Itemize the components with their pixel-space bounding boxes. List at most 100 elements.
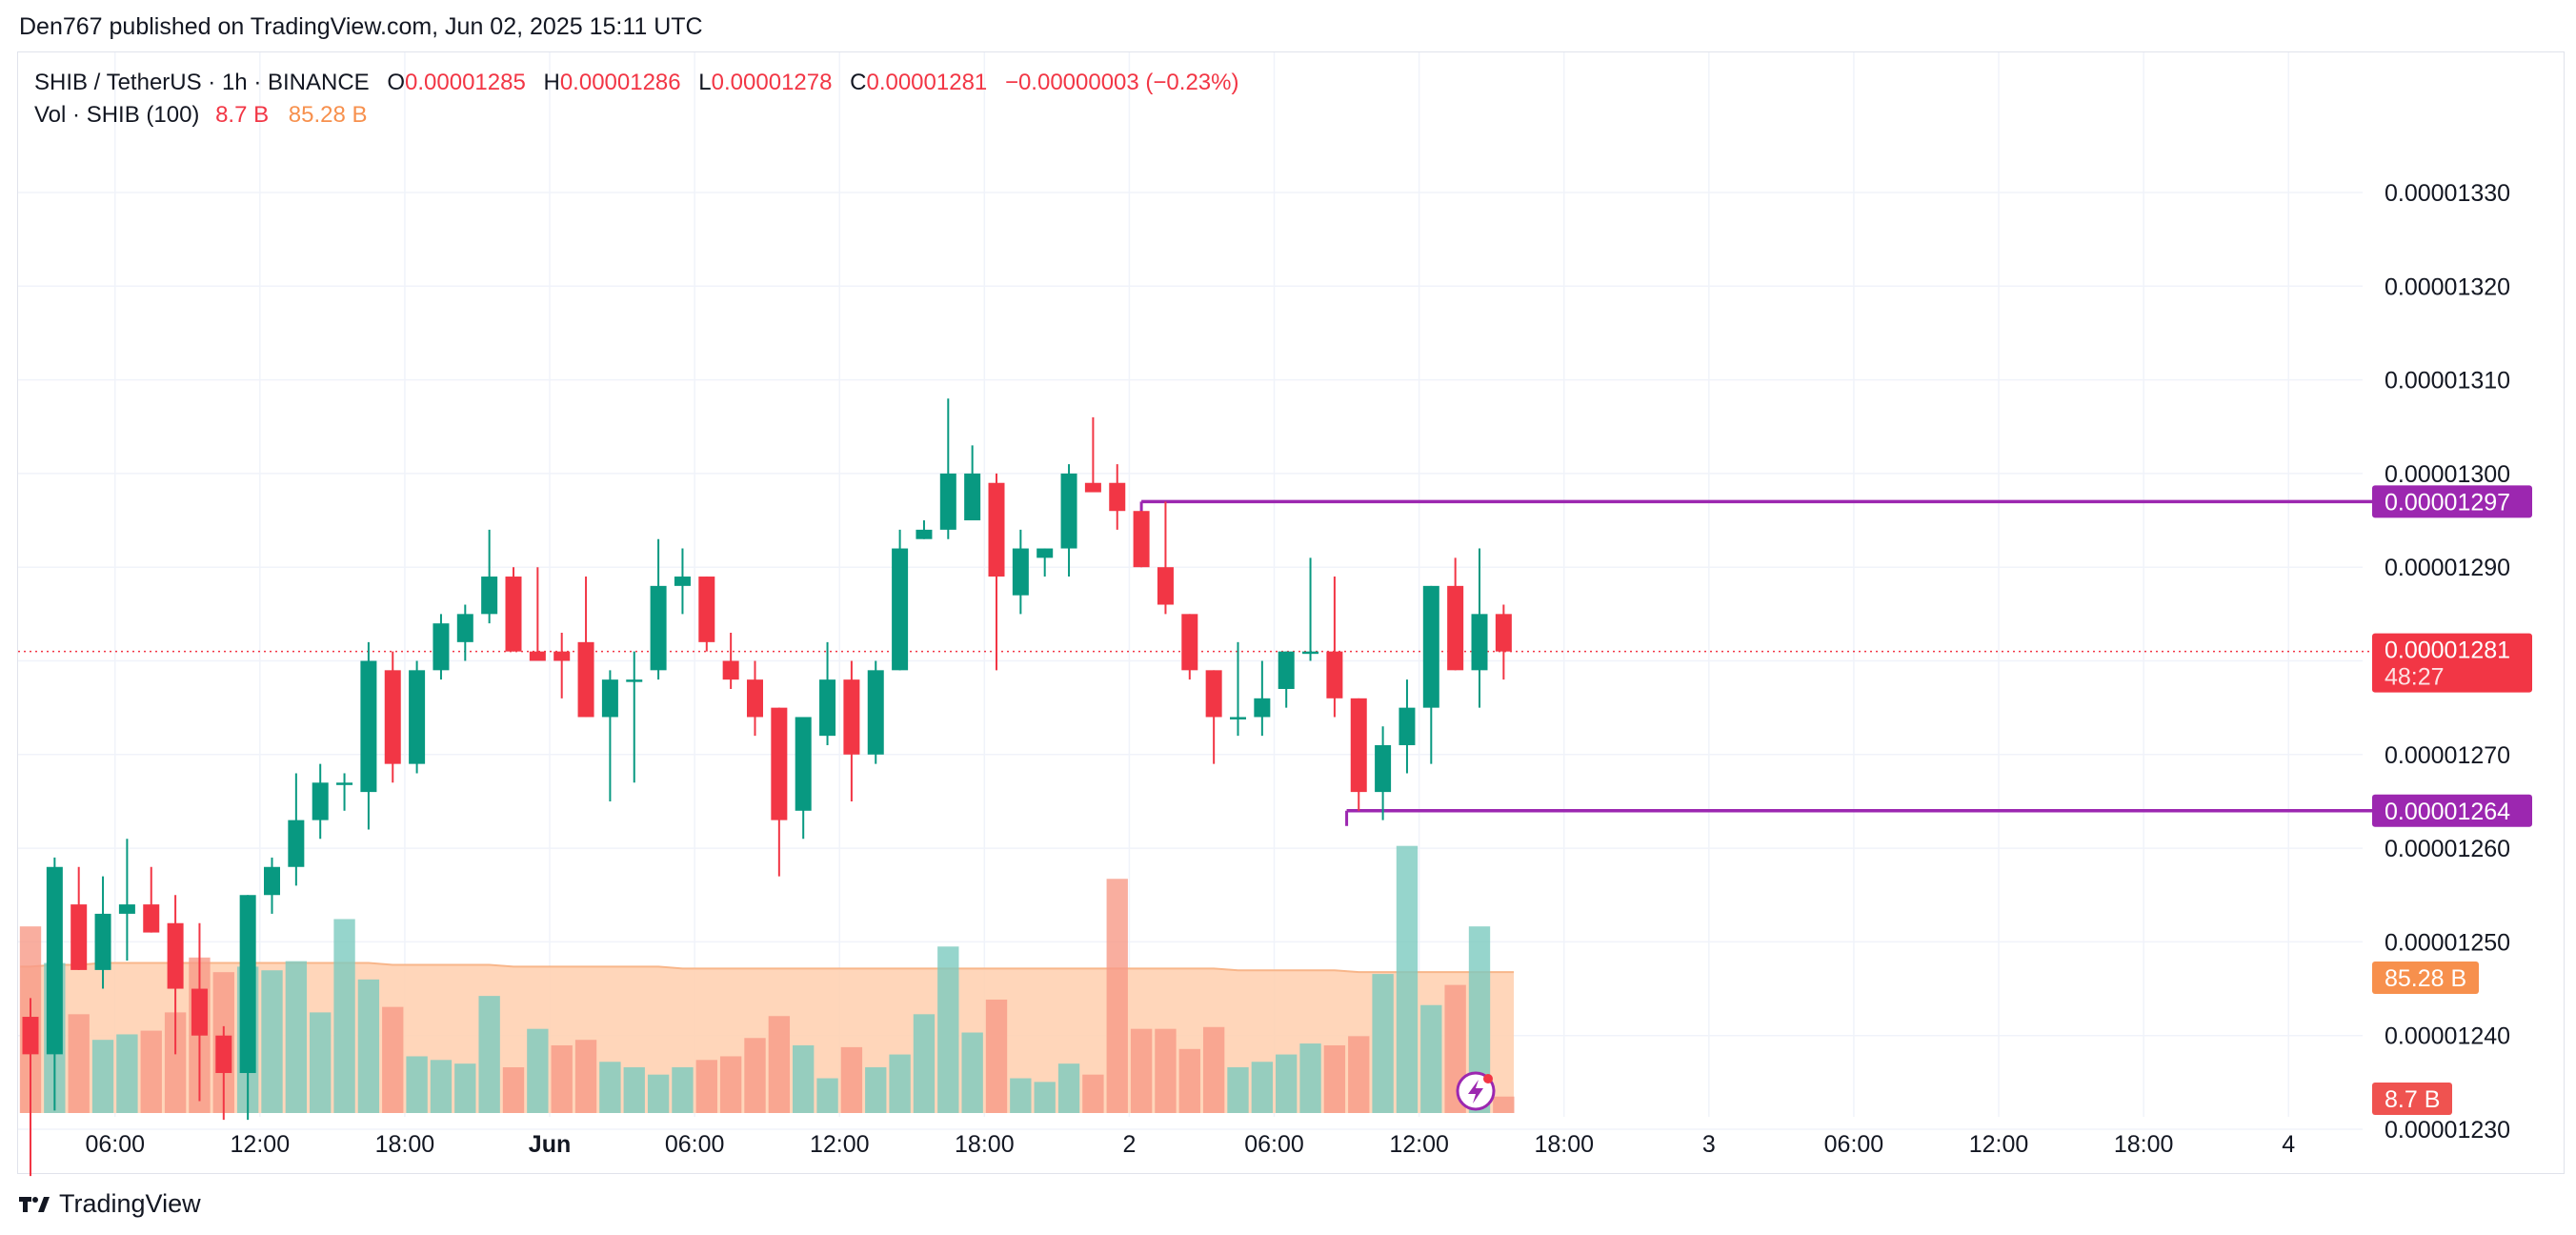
volume-bar <box>1372 974 1394 1113</box>
time-tick-label: 12:00 <box>1969 1131 2029 1158</box>
hline-price-label-bg <box>2372 485 2532 518</box>
candle-body <box>288 820 305 867</box>
time-tick-label: 12:00 <box>810 1131 870 1158</box>
time-tick-label: 18:00 <box>375 1131 435 1158</box>
candle-body <box>1012 548 1029 596</box>
candle-body <box>239 895 256 1074</box>
candle-body <box>46 866 63 1055</box>
volume-bars <box>19 845 1515 1113</box>
time-tick-label: 2 <box>1122 1131 1136 1158</box>
low-value: 0.00001278 <box>711 70 833 95</box>
volume-bar <box>574 1040 597 1113</box>
volume-bar <box>1251 1062 1274 1113</box>
volume-legend: Vol · SHIB (100) 8.7 B 85.28 B <box>34 99 1238 132</box>
candle-body <box>892 548 909 671</box>
candle-body <box>481 577 498 615</box>
volume-bar <box>744 1038 766 1113</box>
hline-price-label-text: 0.00001264 <box>2385 799 2510 825</box>
candles <box>22 398 1512 1177</box>
time-tick-label: 18:00 <box>2114 1131 2174 1158</box>
volume-bar <box>478 996 500 1113</box>
price-tick-label: 0.00001300 <box>2385 461 2510 488</box>
candle-body <box>843 679 860 755</box>
candle-body <box>456 614 473 642</box>
volume-bar <box>985 999 1008 1113</box>
volume-bar <box>430 1060 453 1113</box>
volume-bar <box>1034 1082 1056 1113</box>
volume-bar <box>1420 1004 1442 1113</box>
time-tick-label: 06:00 <box>1824 1131 1884 1158</box>
volume-ma-label-bg <box>2372 962 2479 994</box>
candle-body <box>1036 548 1054 558</box>
candle-body <box>1205 670 1222 718</box>
publisher-line: Den767 published on TradingView.com, Jun… <box>19 13 703 40</box>
candle-body <box>916 529 933 539</box>
hline-price-label-bg <box>2372 794 2532 827</box>
price-tick-label: 0.00001260 <box>2385 836 2510 862</box>
time-tick-label: 4 <box>2282 1131 2295 1158</box>
price-tick-label: 0.00001230 <box>2385 1117 2510 1144</box>
change-value: −0.00000003 (−0.23%) <box>1004 70 1239 95</box>
volume-bar <box>1493 1096 1515 1113</box>
volume-ma-line <box>20 962 1515 974</box>
volume-ma-value: 85.28 B <box>288 102 368 128</box>
price-tick-label: 0.00001240 <box>2385 1023 2510 1050</box>
candle-body <box>360 660 377 793</box>
candle-body <box>1181 614 1198 671</box>
candle-body <box>505 577 522 652</box>
volume-bar <box>1057 1063 1080 1113</box>
volume-bar <box>140 1030 162 1113</box>
close-label: C <box>850 70 867 95</box>
candle-body <box>1302 651 1319 655</box>
volume-bar <box>1130 1028 1153 1113</box>
volume-bar <box>816 1078 838 1113</box>
symbol-label: SHIB / TetherUS · 1h · BINANCE <box>34 70 370 95</box>
volume-bar <box>382 1006 404 1113</box>
close-value: 0.00001281 <box>866 70 988 95</box>
volume-bar <box>310 1012 332 1113</box>
candle-body <box>819 679 836 737</box>
volume-bar <box>502 1067 525 1113</box>
low-label: L <box>698 70 712 95</box>
footer-brand[interactable]: TradingView <box>19 1189 201 1219</box>
candle-body <box>1422 585 1439 708</box>
volume-label-bg <box>2372 1083 2452 1115</box>
horizontal-lines <box>18 499 2372 826</box>
volume-bar <box>1323 1044 1346 1113</box>
high-value: 0.00001286 <box>559 70 681 95</box>
volume-ma-label-text: 85.28 B <box>2385 965 2466 992</box>
volume-bar <box>285 961 308 1113</box>
volume-bar <box>1348 1036 1370 1113</box>
lightning-icon <box>1456 1071 1496 1111</box>
candle-body <box>601 679 618 718</box>
candle-body <box>939 473 956 530</box>
price-tick-label: 0.00001320 <box>2385 273 2510 300</box>
candle-body <box>795 717 812 811</box>
volume-bar <box>1396 845 1419 1113</box>
volume-bar <box>719 1056 742 1113</box>
time-tick-label: 12:00 <box>231 1131 291 1158</box>
volume-bar <box>1227 1067 1249 1113</box>
volume-bar <box>889 1054 911 1113</box>
volume-bar <box>527 1028 549 1113</box>
volume-bar <box>937 946 959 1113</box>
volume-bar <box>599 1062 621 1113</box>
volume-bar <box>840 1046 863 1113</box>
candle-body <box>167 922 184 989</box>
volume-bar <box>647 1074 670 1113</box>
price-tick-label: 0.00001330 <box>2385 180 2510 207</box>
candle-body <box>771 707 788 820</box>
volume-bar <box>793 1044 815 1113</box>
candle-body <box>1060 473 1077 549</box>
volume-bar <box>406 1056 428 1113</box>
candle-body <box>312 782 329 820</box>
time-tick-label: Jun <box>529 1131 571 1158</box>
chart-legend: SHIB / TetherUS · 1h · BINANCE O0.000012… <box>34 67 1238 132</box>
volume-bar <box>768 1016 791 1113</box>
volume-bar <box>961 1032 983 1113</box>
candle-body <box>1495 614 1512 652</box>
volume-bar <box>1299 1043 1321 1113</box>
volume-bar <box>1468 926 1491 1113</box>
